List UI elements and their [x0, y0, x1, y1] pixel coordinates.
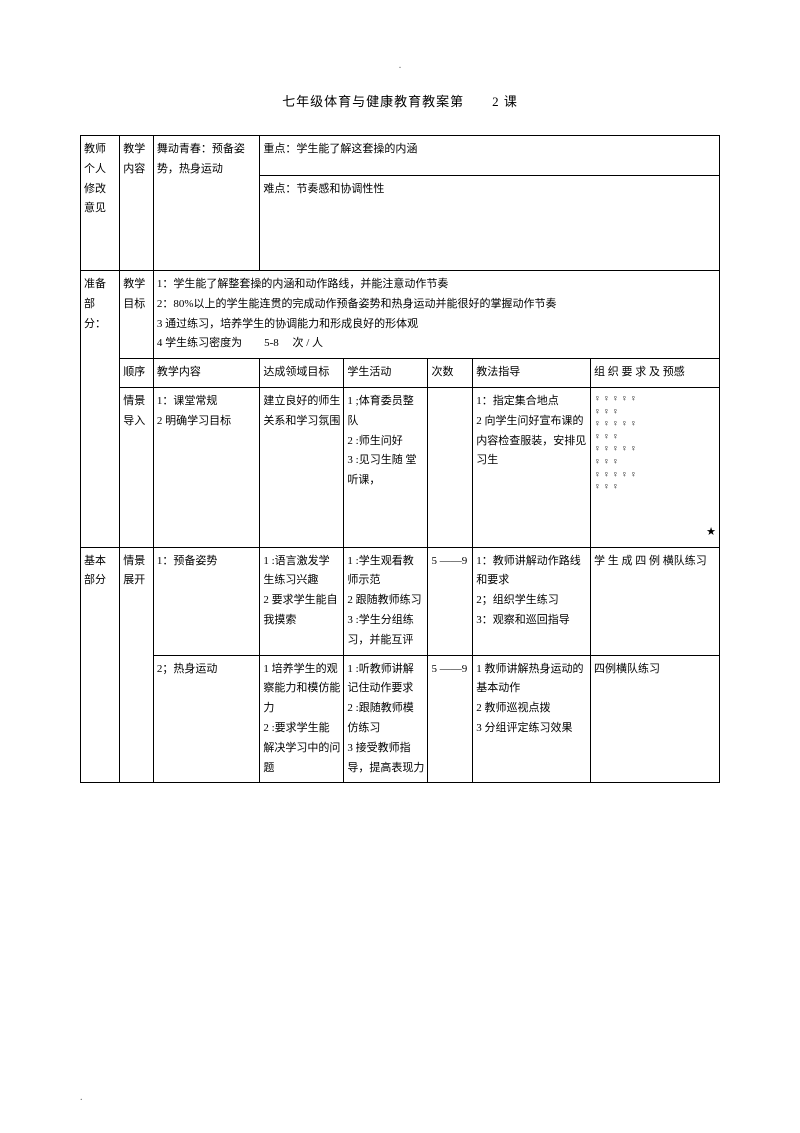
cell-objectives: 1：学生能了解整套操的内涵和动作路线，并能注意动作节奏 2：80%以上的学生能连…	[153, 271, 719, 359]
cell-focus: 重点：学生能了解这套操的内涵	[260, 136, 720, 176]
cell-warmup-org: 四例横队练习	[590, 655, 719, 783]
cell-intro-label: 情景导入	[120, 387, 154, 547]
cell-prep-org: 学 生 成 四 例 横队练习	[590, 547, 719, 655]
cell-prep-goal: 1 :语言激发学生练习兴趣 2 要求学生能自我摸索	[260, 547, 344, 655]
cell-intro-content: 1：课堂常规 2 明确学习目标	[153, 387, 259, 547]
cell-intro-activity: 1 ;体育委员整队 2 :师生问好 3 :见习生随 堂 听课，	[344, 387, 428, 547]
cell-basic-section: 基本部分	[81, 547, 120, 783]
cell-warmup-activity: 1 :听教师讲解记住动作要求 2 :跟随教师模仿练习 3 接受教师指导，提高表现…	[344, 655, 428, 783]
cell-scene-label: 情景展开	[120, 547, 154, 783]
cell-prep-guidance: 1：教师讲解动作路线和要求 2；组织学生练习 3：观察和巡回指导	[473, 547, 591, 655]
document-title: 七年级体育与健康教育教案第 2 课	[80, 91, 720, 110]
cell-prep-section: 准备部分：	[81, 271, 120, 548]
cell-topic: 舞动青春：预备姿势，热身运动	[153, 136, 259, 271]
header-goal: 达成领域目标	[260, 359, 344, 388]
cell-prep-pose: 1：预备姿势	[153, 547, 259, 655]
cell-warmup-guidance: 1 教师讲解热身运动的基本动作 2 教师巡视点拨 3 分组评定练习效果	[473, 655, 591, 783]
cell-teaching-content-label: 教学内容	[120, 136, 154, 271]
cell-intro-guidance: 1：指定集合地点 2 向学生问好宣布课的内容检查服装，安排见习生	[473, 387, 591, 547]
cell-teacher-opinion: 教师个人修改意见	[81, 136, 120, 271]
table-row: 2；热身运动 1 培养学生的观察能力和模仿能力 2 :要求学生能解决学习中的问题…	[81, 655, 720, 783]
cell-intro-formation: ♀ ♀ ♀ ♀ ♀ ♀ ♀ ♀ ♀ ♀ ♀ ♀ ♀ ♀ ♀ ♀ ♀ ♀ ♀ ♀ …	[590, 387, 719, 547]
table-row: 情景导入 1：课堂常规 2 明确学习目标 建立良好的师生关系和学习氛围 1 ;体…	[81, 387, 720, 547]
header-organization: 组 织 要 求 及 预感	[590, 359, 719, 388]
cell-difficulty: 难点：节奏感和协调性性	[260, 176, 720, 271]
header-sequence: 顺序	[120, 359, 154, 388]
header-activity: 学生活动	[344, 359, 428, 388]
cell-prep-count: 5 ——9	[428, 547, 473, 655]
star-icon: ★	[594, 523, 716, 543]
bottom-marker: .	[80, 1092, 83, 1103]
formation-diagram: ♀ ♀ ♀ ♀ ♀ ♀ ♀ ♀ ♀ ♀ ♀ ♀ ♀ ♀ ♀ ♀ ♀ ♀ ♀ ♀ …	[594, 392, 716, 493]
header-content: 教学内容	[153, 359, 259, 388]
table-row: 准备部分： 教学目标 1：学生能了解整套操的内涵和动作路线，并能注意动作节奏 2…	[81, 271, 720, 359]
top-marker: .	[80, 60, 720, 71]
cell-objectives-label: 教学目标	[120, 271, 154, 359]
header-guidance: 教法指导	[473, 359, 591, 388]
header-count: 次数	[428, 359, 473, 388]
table-row-header: 顺序 教学内容 达成领域目标 学生活动 次数 教法指导 组 织 要 求 及 预感	[81, 359, 720, 388]
cell-warmup-goal: 1 培养学生的观察能力和模仿能力 2 :要求学生能解决学习中的问题	[260, 655, 344, 783]
cell-prep-activity: 1 :学生观看教师示范 2 跟随教师练习 3 :学生分组练习，并能互评	[344, 547, 428, 655]
cell-intro-count	[428, 387, 473, 547]
table-row: 基本部分 情景展开 1：预备姿势 1 :语言激发学生练习兴趣 2 要求学生能自我…	[81, 547, 720, 655]
cell-warmup: 2；热身运动	[153, 655, 259, 783]
lesson-plan-table: 教师个人修改意见 教学内容 舞动青春：预备姿势，热身运动 重点：学生能了解这套操…	[80, 135, 720, 783]
cell-intro-goal: 建立良好的师生关系和学习氛围	[260, 387, 344, 547]
cell-warmup-count: 5 ——9	[428, 655, 473, 783]
table-row: 教师个人修改意见 教学内容 舞动青春：预备姿势，热身运动 重点：学生能了解这套操…	[81, 136, 720, 176]
